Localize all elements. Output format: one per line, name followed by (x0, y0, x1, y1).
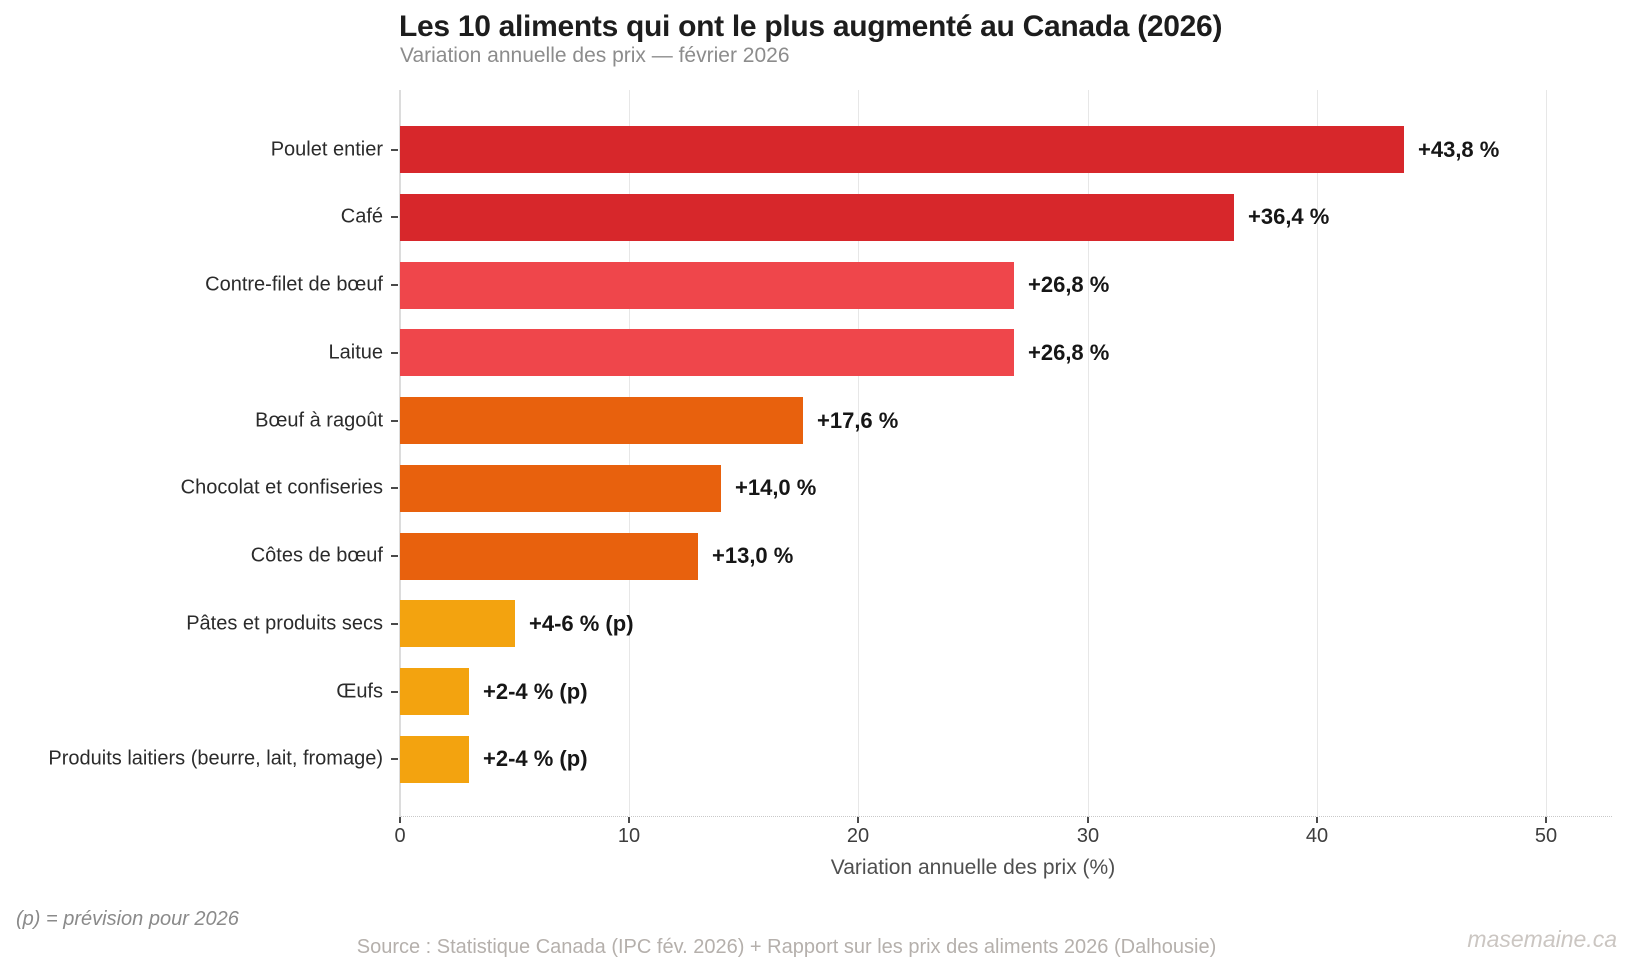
category-tick (391, 622, 398, 625)
bar-row: Œufs +2-4 % (p) (336, 668, 1612, 716)
category-tick (391, 216, 398, 219)
bar-row: Bœuf à ragoût +17,6 % (255, 397, 1612, 445)
bar (400, 600, 515, 648)
bar (400, 532, 698, 580)
x-tick-label: 20 (846, 825, 870, 847)
bar (400, 735, 469, 783)
bar-row: Pâtes et produits secs +4-6 % (p) (186, 600, 1612, 648)
category-label: Côtes de bœuf (250, 544, 383, 567)
category-tick (391, 487, 398, 490)
gridline-20 (858, 90, 859, 817)
x-tick-mark (1545, 817, 1547, 823)
plot-area: Poulet entier +43,8 % Café +36,4 % Contre-fi… (48, 90, 1612, 817)
chart-title: Les 10 aliments qui ont le plus augmenté… (399, 10, 1223, 43)
gridline-30 (1088, 90, 1089, 817)
bar-row: Laitue +26,8 % (329, 329, 1612, 377)
category-tick (391, 758, 398, 761)
bar (400, 397, 803, 445)
x-axis-label: Variation annuelle des prix (%) (830, 856, 1116, 879)
category-tick (391, 555, 398, 558)
value-label: +36,4 % (1248, 204, 1330, 230)
bar-row: Poulet entier +43,8 % (271, 126, 1612, 173)
value-label: +17,6 % (817, 407, 899, 433)
gridline-40 (1317, 90, 1318, 817)
footnote: (p) = prévision pour 2026 (16, 908, 239, 930)
x-tick-mark (1316, 817, 1318, 823)
category-label: Œufs (336, 680, 383, 703)
x-tick-label: 30 (1076, 825, 1100, 847)
x-tick-mark (399, 817, 401, 823)
bar (400, 464, 721, 512)
x-tick-mark (1087, 817, 1089, 823)
bar (400, 261, 1014, 309)
category-tick (391, 351, 398, 354)
watermark: masemaine.ca (1467, 926, 1617, 952)
source-credit: Source : Statistique Canada (IPC fév. 20… (356, 936, 1217, 958)
bar-row: Côtes de bœuf +13,0 % (251, 532, 1612, 580)
value-label: +13,0 % (712, 543, 794, 569)
bar (400, 668, 469, 716)
y-axis-spine (399, 90, 401, 817)
gridline-50 (1546, 90, 1547, 817)
category-label: Pâtes et produits secs (186, 612, 383, 635)
category-label: Chocolat et confiseries (180, 476, 383, 499)
bar-rows: Poulet entier +43,8 % Café +36,4 % Contre-fi… (48, 126, 1612, 783)
x-tick-label: 50 (1534, 825, 1558, 847)
bar (400, 193, 1234, 241)
value-label: +4-6 % (p) (529, 610, 634, 636)
category-label: Contre-filet de bœuf (205, 273, 383, 296)
value-label: +26,8 % (1028, 272, 1110, 298)
bar-row: Contre-filet de bœuf +26,8 % (205, 261, 1612, 309)
x-axis: 0 10 20 30 40 50 (0, 817, 1641, 877)
category-tick (391, 148, 398, 151)
bar (400, 329, 1014, 377)
x-tick-mark (857, 817, 859, 823)
bar (400, 126, 1404, 173)
value-label: +2-4 % (p) (483, 746, 588, 772)
bar-row: Café +36,4 % (341, 193, 1612, 241)
bar-row: Produits laitiers (beurre, lait, fromage… (48, 735, 1612, 783)
category-tick (391, 284, 398, 287)
x-tick-label: 40 (1305, 825, 1329, 847)
category-label: Café (340, 205, 383, 228)
x-tick-label: 10 (617, 825, 641, 847)
category-tick (391, 690, 398, 693)
value-label: +14,0 % (735, 475, 817, 501)
chart-subtitle: Variation annuelle des prix — février 20… (400, 44, 790, 67)
gridline-10 (629, 90, 630, 817)
bar-row: Chocolat et confiseries +14,0 % (181, 464, 1612, 512)
x-tick-mark (628, 817, 630, 823)
value-label: +26,8 % (1028, 339, 1110, 365)
x-tick-label: 0 (394, 825, 406, 847)
category-tick (391, 419, 398, 422)
category-label: Laitue (328, 341, 384, 364)
value-label: +43,8 % (1418, 136, 1500, 162)
category-label: Poulet entier (270, 138, 383, 160)
category-label: Bœuf à ragoût (255, 409, 383, 432)
value-label: +2-4 % (p) (483, 678, 588, 704)
category-label: Produits laitiers (beurre, lait, fromage… (48, 747, 383, 770)
